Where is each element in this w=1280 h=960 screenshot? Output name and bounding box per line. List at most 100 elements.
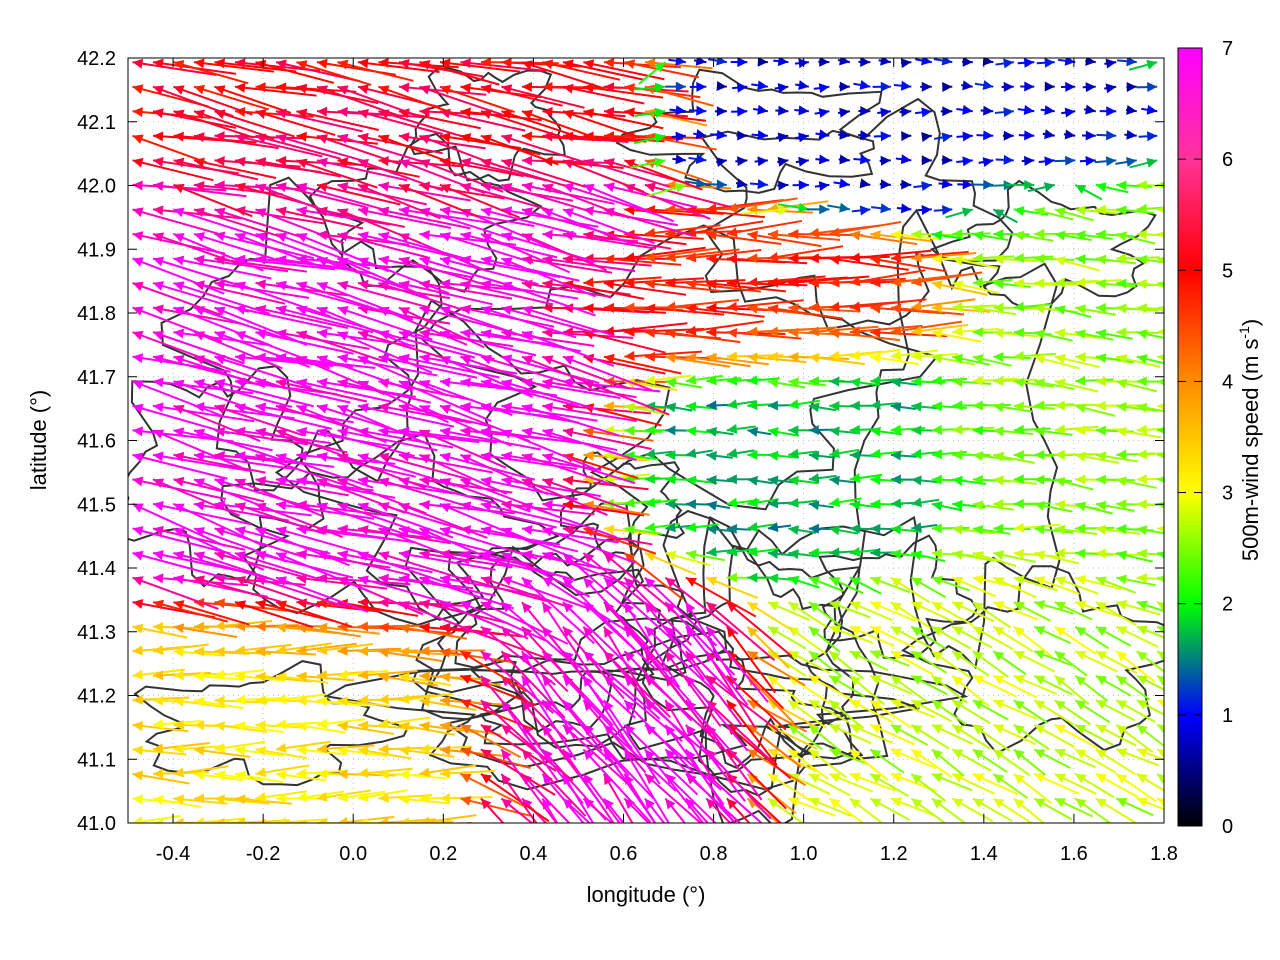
wind-vector xyxy=(787,699,827,729)
wind-vector-head xyxy=(1054,748,1066,758)
wind-vector-head xyxy=(214,526,226,537)
wind-vector-head xyxy=(952,798,964,808)
wind-vector-shaft xyxy=(562,797,591,823)
wind-vector-head xyxy=(1013,424,1025,435)
wind-vector-shaft xyxy=(419,552,513,569)
wind-vector xyxy=(521,403,620,437)
wind-vector-head xyxy=(788,525,799,535)
wind-vector-head xyxy=(296,427,308,437)
wind-vector-head xyxy=(624,823,633,834)
wind-vector xyxy=(952,449,991,460)
wind-vector xyxy=(808,674,853,701)
wind-vector-shaft xyxy=(582,552,658,614)
wind-vector xyxy=(1115,724,1154,753)
wind-vector-shaft xyxy=(705,699,774,763)
wind-vector xyxy=(869,674,913,695)
wind-vector xyxy=(992,723,1037,746)
wind-vector-head xyxy=(255,671,266,682)
wind-vector xyxy=(214,404,304,437)
wind-vector-head xyxy=(726,675,738,687)
wind-vector xyxy=(316,428,415,458)
wind-vector xyxy=(890,576,931,604)
x-tick-label: 1.8 xyxy=(1150,843,1178,865)
wind-vector-head xyxy=(603,577,615,588)
wind-vector-shaft xyxy=(562,429,652,450)
terrain-contour xyxy=(615,68,883,194)
wind-vector-head xyxy=(234,794,246,805)
wind-vector xyxy=(562,626,625,700)
wind-vector-head xyxy=(808,773,821,783)
wind-vector-shaft xyxy=(460,527,561,546)
wind-vector-shaft xyxy=(500,625,569,693)
wind-vector xyxy=(521,478,608,517)
wind-vector-head xyxy=(788,700,800,711)
wind-vector xyxy=(706,475,733,486)
wind-vector-head xyxy=(1095,626,1107,636)
wind-vector-shaft xyxy=(726,724,792,780)
wind-vector-head xyxy=(337,427,349,438)
wind-vector-head xyxy=(931,548,943,559)
wind-vector-head xyxy=(1095,425,1106,436)
wind-vector-shaft xyxy=(603,797,625,823)
wind-vector-head xyxy=(911,700,923,710)
wind-vector-head xyxy=(193,720,205,731)
wind-vector-head xyxy=(275,600,288,610)
wind-vector-shaft xyxy=(439,650,511,663)
wind-vector xyxy=(910,601,955,623)
wind-vector-shaft xyxy=(480,797,505,823)
wind-vector xyxy=(460,601,550,644)
wind-vector-head xyxy=(1136,548,1148,559)
wind-vector-head xyxy=(870,724,882,734)
wind-vector xyxy=(808,523,833,534)
wind-vector-shaft xyxy=(726,650,785,710)
wind-vector-head xyxy=(972,798,984,808)
wind-vector-shaft xyxy=(214,552,305,579)
wind-vector xyxy=(173,404,261,442)
wind-vector-head xyxy=(316,818,328,823)
wind-vector xyxy=(624,425,663,436)
wind-vector xyxy=(500,797,534,823)
wind-vector-shaft xyxy=(378,453,469,481)
wind-vector-head xyxy=(993,651,1005,662)
wind-vector-head xyxy=(398,745,410,756)
wind-vector xyxy=(828,797,865,823)
wind-vector-shaft xyxy=(419,649,486,653)
wind-vector xyxy=(582,748,652,823)
wind-vector xyxy=(1074,600,1121,618)
wind-vector-head xyxy=(439,647,451,658)
wind-vector-head xyxy=(1075,749,1087,759)
wind-vector-head xyxy=(562,500,574,511)
wind-vector-shaft xyxy=(685,724,746,802)
wind-vector-head xyxy=(706,798,717,810)
wind-vector-shaft xyxy=(623,724,699,796)
wind-vector-head xyxy=(357,402,369,413)
wind-vector xyxy=(255,527,350,567)
wind-vector-head xyxy=(378,527,390,537)
wind-vector xyxy=(296,642,357,655)
wind-vector xyxy=(480,501,578,528)
wind-vector-head xyxy=(1136,474,1147,485)
wind-vector-head xyxy=(214,477,226,488)
wind-vector-shaft xyxy=(316,625,380,635)
wind-vector-shaft xyxy=(603,773,634,823)
wind-vector-head xyxy=(686,823,696,834)
wind-vector xyxy=(1115,699,1156,723)
wind-vector xyxy=(1034,550,1080,565)
wind-vector xyxy=(644,552,697,576)
wind-vector xyxy=(849,450,877,461)
wind-vector-head xyxy=(583,675,594,687)
wind-vector xyxy=(316,718,366,729)
wind-vector-head xyxy=(316,428,328,438)
wind-vector-head xyxy=(275,793,286,804)
wind-vector xyxy=(992,576,1037,599)
wind-vector-head xyxy=(214,721,226,732)
wind-vector-head xyxy=(1075,651,1087,661)
wind-vector-shaft xyxy=(460,601,550,644)
wind-vector xyxy=(521,524,619,544)
wind-vector-head xyxy=(1075,823,1086,832)
wind-vector-shaft xyxy=(132,404,230,435)
wind-vector xyxy=(603,601,668,672)
wind-vector xyxy=(1095,773,1139,799)
wind-vector-head xyxy=(1095,548,1106,559)
wind-vector-shaft xyxy=(562,724,635,790)
